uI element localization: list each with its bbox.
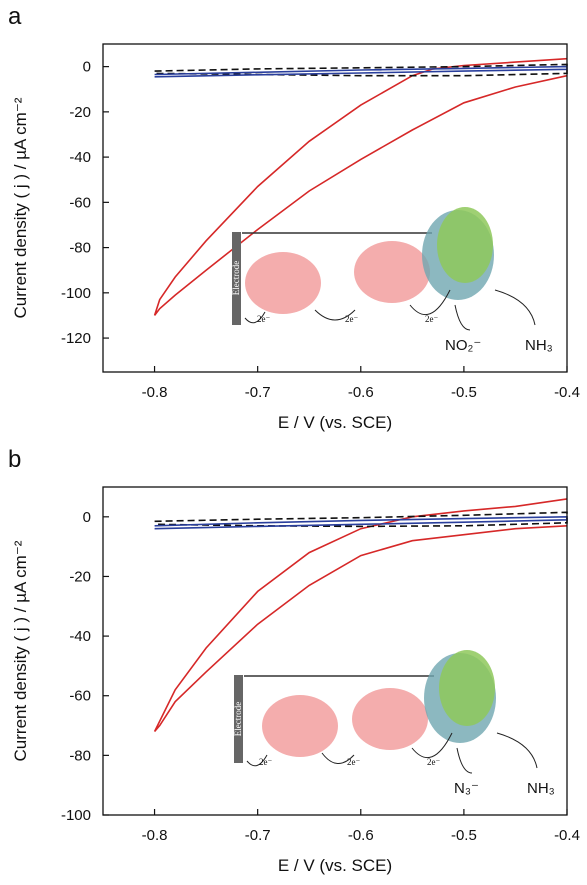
product-label: NH₃ <box>525 337 553 354</box>
electrode-label: Electrode <box>233 702 243 736</box>
x-tick-label: -0.6 <box>348 384 374 401</box>
x-tick-label: -0.4 <box>554 827 580 844</box>
y-tick-label: 0 <box>83 59 91 76</box>
inset-diagram: Electrode 2e⁻ 2e⁻ 2e⁻ NO₂⁻ NH₃ <box>231 207 553 354</box>
y-tick-label: -100 <box>61 285 91 302</box>
enzyme <box>439 650 495 726</box>
mediator <box>245 252 321 314</box>
electron-label: 2e⁻ <box>259 757 272 767</box>
substrate-label: NO₂⁻ <box>445 337 481 354</box>
mediator <box>262 695 338 757</box>
x-axis-label: E / V (vs. SCE) <box>278 413 392 432</box>
cv-curve <box>154 511 568 528</box>
x-tick-label: -0.5 <box>451 827 477 844</box>
y-axis-label: Current density ( j ) / µA cm⁻² <box>11 97 30 318</box>
electrode-label: Electrode <box>231 261 241 295</box>
enzyme <box>437 207 493 283</box>
x-tick-label: -0.8 <box>142 384 168 401</box>
inset-diagram: Electrode 2e⁻ 2e⁻ 2e⁻ N₃⁻ NH₃ <box>233 650 555 797</box>
electrode-bar <box>232 232 241 325</box>
x-tick-label: -0.7 <box>245 827 271 844</box>
y-tick-label: -80 <box>69 240 91 257</box>
electrode-bar <box>234 675 243 763</box>
y-tick-label: -120 <box>61 330 91 347</box>
electron-label: 2e⁻ <box>425 314 438 324</box>
y-tick-label: -80 <box>69 747 91 764</box>
y-tick-label: -60 <box>69 688 91 705</box>
x-tick-label: -0.4 <box>554 384 580 401</box>
cv-curve <box>154 63 568 77</box>
mediator <box>352 688 428 750</box>
x-tick-label: -0.5 <box>451 384 477 401</box>
electron-label: 2e⁻ <box>257 314 270 324</box>
panel-label: a <box>8 3 22 30</box>
y-tick-label: -100 <box>61 807 91 824</box>
x-tick-label: -0.7 <box>245 384 271 401</box>
x-axis-label: E / V (vs. SCE) <box>278 856 392 875</box>
arrow <box>244 289 536 331</box>
y-tick-label: -20 <box>69 568 91 585</box>
y-tick-label: -20 <box>69 104 91 121</box>
plot-frame <box>102 43 568 373</box>
electron-label: 2e⁻ <box>427 757 440 767</box>
electron-label: 2e⁻ <box>347 757 360 767</box>
y-tick-label: -40 <box>69 628 91 645</box>
panel-a-plot: a Current density ( j ) / µA cm⁻² E / V (v… <box>8 3 580 432</box>
panel-label: b <box>8 446 21 473</box>
y-tick-label: -40 <box>69 149 91 166</box>
y-axis-label: Current density ( j ) / µA cm⁻² <box>11 540 30 761</box>
cv-curve <box>153 498 568 733</box>
product-label: NH₃ <box>527 780 555 797</box>
panel-b-plot: b Current density ( j ) / µA cm⁻² E / V (v… <box>8 446 580 875</box>
y-tick-label: -60 <box>69 194 91 211</box>
plot-frame <box>102 486 568 816</box>
x-tick-label: -0.8 <box>142 827 168 844</box>
substrate-label: N₃⁻ <box>454 780 479 797</box>
mediator <box>354 241 430 303</box>
arrow <box>246 732 538 774</box>
x-tick-label: -0.6 <box>348 827 374 844</box>
y-tick-label: 0 <box>83 509 91 526</box>
electron-label: 2e⁻ <box>345 314 358 324</box>
